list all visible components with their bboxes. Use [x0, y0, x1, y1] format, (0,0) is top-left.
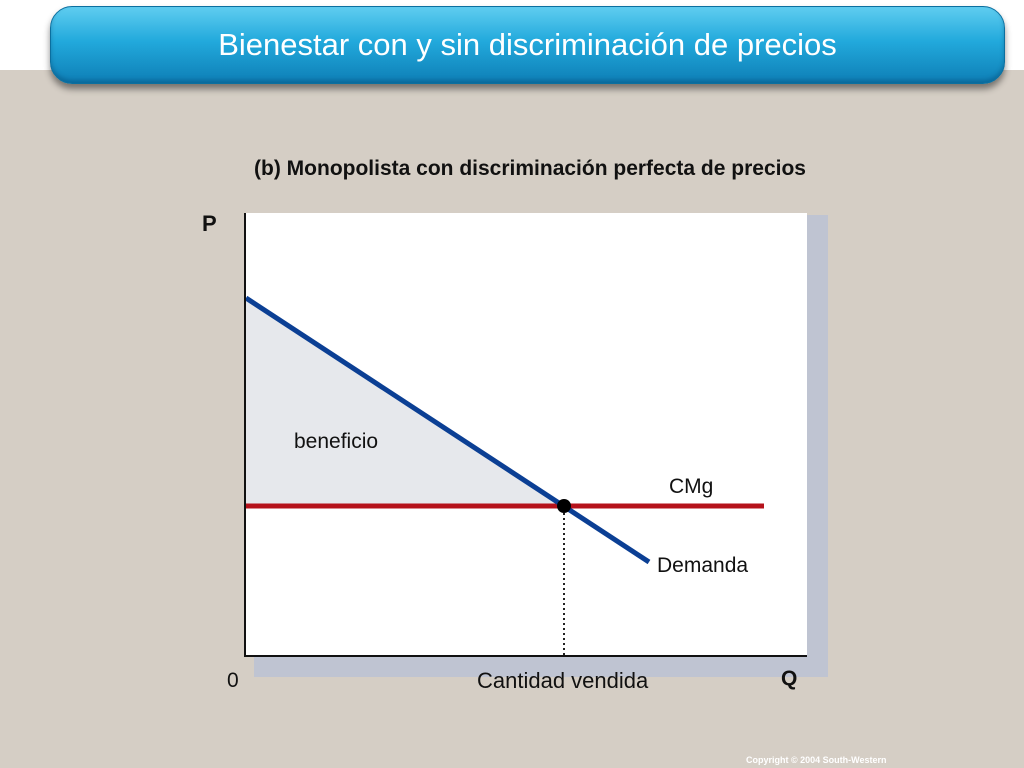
demand-label: Demanda [657, 554, 749, 577]
slide-title: Bienestar con y sin discriminación de pr… [218, 27, 837, 62]
copyright-notice: Copyright © 2004 South-Western [746, 755, 887, 765]
demand-curve [244, 295, 651, 565]
quantity-label: Cantidad vendida [477, 668, 649, 693]
marginal-cost-label: CMg [669, 475, 714, 498]
title-bar: Bienestar con y sin discriminación de pr… [50, 6, 1005, 84]
origin-label: 0 [227, 669, 239, 692]
diagram-subtitle: (b) Monopolista con discriminación perfe… [254, 157, 806, 180]
x-axis-label: Q [781, 667, 798, 690]
equilibrium-point [557, 499, 571, 513]
profit-area-label: beneficio [294, 430, 379, 453]
y-axis-label: P [202, 211, 217, 236]
